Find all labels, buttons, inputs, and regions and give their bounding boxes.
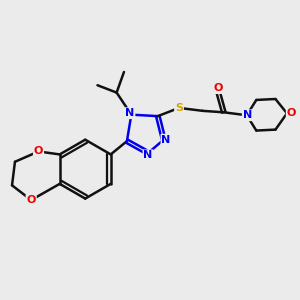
Text: O: O: [287, 108, 296, 118]
Text: O: O: [34, 146, 43, 157]
Text: S: S: [175, 103, 183, 113]
Text: N: N: [243, 110, 252, 120]
Text: O: O: [26, 195, 36, 205]
Text: N: N: [125, 108, 134, 118]
Text: O: O: [213, 83, 223, 93]
Text: N: N: [161, 135, 171, 145]
Text: N: N: [143, 150, 153, 160]
